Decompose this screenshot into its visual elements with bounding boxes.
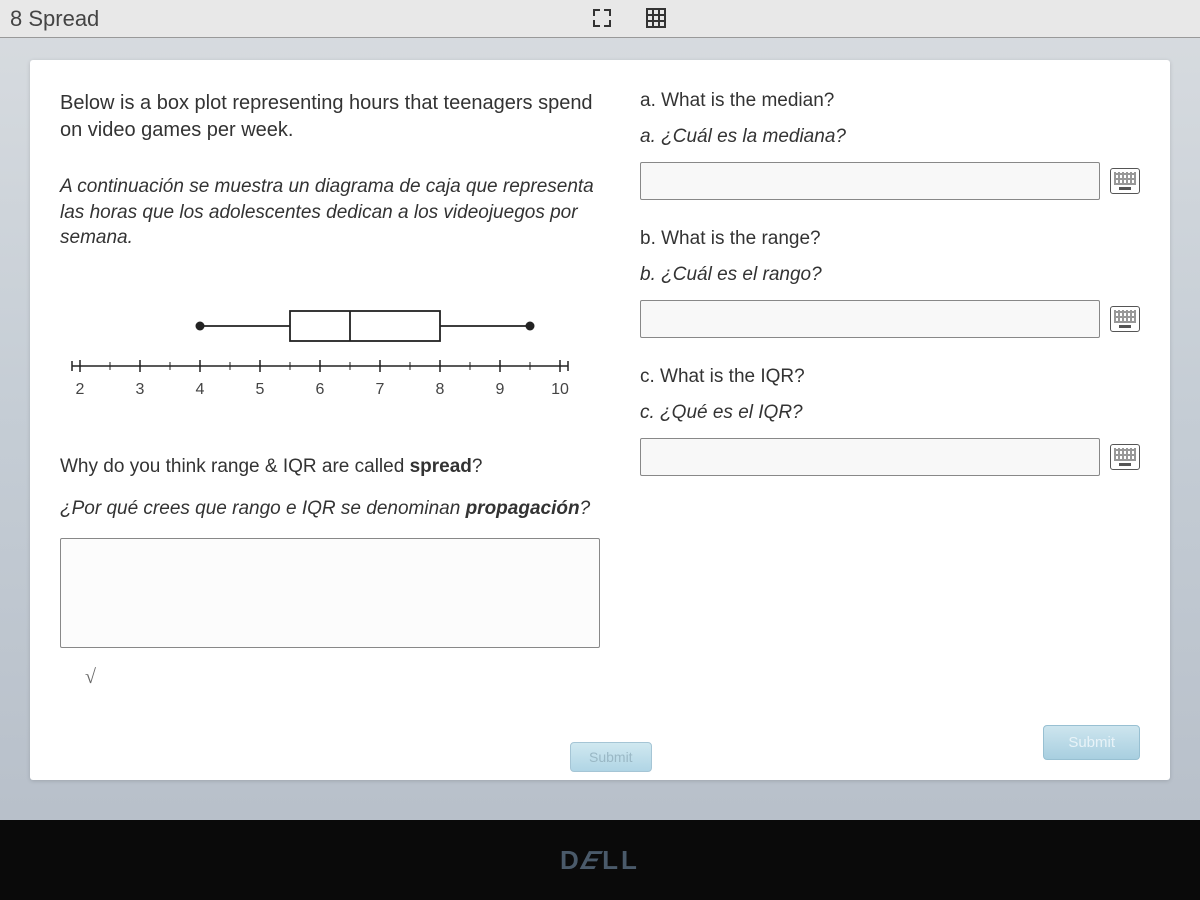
submit-button-right[interactable]: Submit (1043, 725, 1140, 760)
svg-text:3: 3 (136, 381, 145, 398)
grid-icon[interactable] (644, 6, 668, 35)
spread-question-es: ¿Por qué crees que rango e IQR se denomi… (60, 498, 600, 520)
keyboard-icon[interactable] (1110, 444, 1140, 470)
svg-text:10: 10 (551, 381, 569, 398)
fullscreen-icon[interactable] (590, 6, 614, 35)
question-b-es: b. ¿Cuál es el rango? (640, 264, 1140, 286)
answer-b-input[interactable] (640, 300, 1100, 338)
question-card: Below is a box plot representing hours t… (30, 60, 1170, 780)
answer-a-input[interactable] (640, 162, 1100, 200)
spread-answer-textarea[interactable] (60, 538, 600, 648)
dell-logo: DELL (560, 845, 640, 876)
keyboard-icon[interactable] (1110, 306, 1140, 332)
question-a-es: a. ¿Cuál es la mediana? (640, 126, 1140, 148)
svg-text:2: 2 (76, 381, 85, 398)
laptop-bezel: DELL (0, 820, 1200, 900)
svg-text:6: 6 (316, 381, 325, 398)
keyboard-icon[interactable] (1110, 168, 1140, 194)
svg-text:7: 7 (376, 381, 385, 398)
answer-c-input[interactable] (640, 438, 1100, 476)
boxplot-chart: 2 3 4 5 6 7 8 9 10 (60, 271, 580, 426)
question-c-es: c. ¿Qué es el IQR? (640, 402, 1140, 424)
question-a-en: a. What is the median? (640, 90, 1140, 112)
svg-text:4: 4 (196, 381, 205, 398)
question-c-en: c. What is the IQR? (640, 366, 1140, 388)
page-title: 8 Spread (10, 6, 99, 32)
svg-text:8: 8 (436, 381, 445, 398)
svg-text:9: 9 (496, 381, 505, 398)
question-b-en: b. What is the range? (640, 228, 1140, 250)
intro-text-es: A continuación se muestra un diagrama de… (60, 174, 600, 251)
spread-question-en: Why do you think range & IQR are called … (60, 456, 600, 478)
intro-text-en: Below is a box plot representing hours t… (60, 90, 600, 144)
svg-text:5: 5 (256, 381, 265, 398)
math-tool-icon[interactable]: √ (85, 666, 96, 689)
